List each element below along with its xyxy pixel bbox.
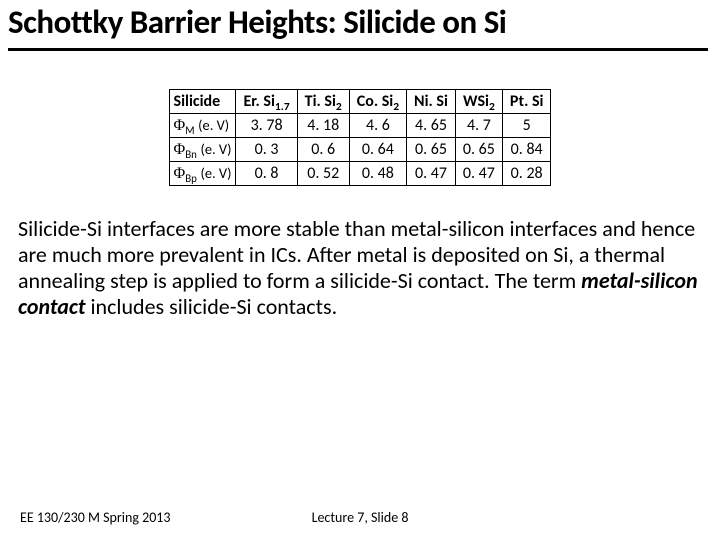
header-col-1: Ti. Si2 bbox=[297, 90, 349, 114]
table-row: ΦM (e. V) 3. 78 4. 18 4. 6 4. 65 4. 7 5 bbox=[169, 114, 551, 138]
slide-title: Schottky Barrier Heights: Silicide on Si bbox=[0, 2, 720, 42]
silicide-table: Silicide Er. Si1.7 Ti. Si2 Co. Si2 Ni. S… bbox=[169, 89, 552, 186]
table-row: ΦBp (e. V) 0. 8 0. 52 0. 48 0. 47 0. 47 … bbox=[169, 162, 551, 186]
cell: 0. 84 bbox=[502, 138, 551, 162]
header-col-0: Er. Si1.7 bbox=[236, 90, 297, 114]
cell: 0. 47 bbox=[407, 162, 456, 186]
cell: 0. 6 bbox=[297, 138, 349, 162]
title-underline bbox=[8, 48, 708, 51]
header-col-5: Pt. Si bbox=[502, 90, 551, 114]
cell: 0. 48 bbox=[349, 162, 406, 186]
slide: Schottky Barrier Heights: Silicide on Si… bbox=[0, 0, 720, 540]
cell: 0. 3 bbox=[236, 138, 297, 162]
row-label-0: ΦM (e. V) bbox=[169, 114, 236, 138]
body-paragraph: Silicide-Si interfaces are more stable t… bbox=[0, 186, 720, 320]
cell: 0. 28 bbox=[502, 162, 551, 186]
cell: 3. 78 bbox=[236, 114, 297, 138]
table-row: ΦBn (e. V) 0. 3 0. 6 0. 64 0. 65 0. 65 0… bbox=[169, 138, 551, 162]
header-col-4: WSi2 bbox=[455, 90, 502, 114]
cell: 5 bbox=[502, 114, 551, 138]
row-label-2: ΦBp (e. V) bbox=[169, 162, 236, 186]
header-col-3: Ni. Si bbox=[407, 90, 456, 114]
header-col-2: Co. Si2 bbox=[349, 90, 406, 114]
table-header-row: Silicide Er. Si1.7 Ti. Si2 Co. Si2 Ni. S… bbox=[169, 90, 551, 114]
table-container: Silicide Er. Si1.7 Ti. Si2 Co. Si2 Ni. S… bbox=[0, 89, 720, 186]
cell: 4. 18 bbox=[297, 114, 349, 138]
cell: 4. 7 bbox=[455, 114, 502, 138]
cell: 0. 65 bbox=[407, 138, 456, 162]
row-label-1: ΦBn (e. V) bbox=[169, 138, 236, 162]
header-silicide: Silicide bbox=[169, 90, 236, 114]
cell: 0. 64 bbox=[349, 138, 406, 162]
cell: 0. 65 bbox=[455, 138, 502, 162]
cell: 0. 47 bbox=[455, 162, 502, 186]
cell: 4. 6 bbox=[349, 114, 406, 138]
cell: 4. 65 bbox=[407, 114, 456, 138]
cell: 0. 8 bbox=[236, 162, 297, 186]
cell: 0. 52 bbox=[297, 162, 349, 186]
footer-lecture: Lecture 7, Slide 8 bbox=[0, 509, 720, 526]
